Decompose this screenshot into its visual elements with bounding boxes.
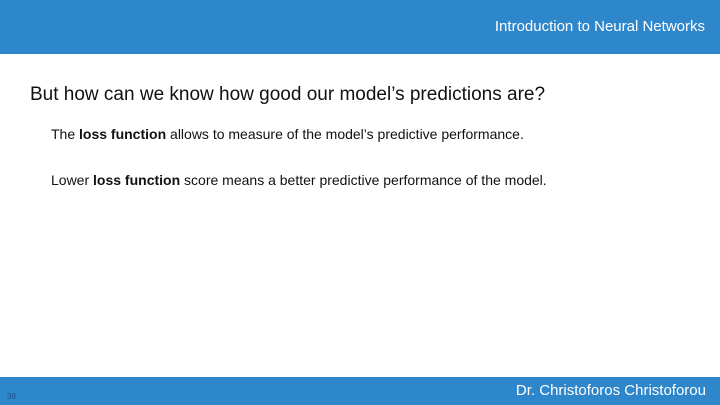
footer-bar: 36 Dr. Christoforos Christoforou (0, 377, 720, 405)
bullet-text: allows to measure of the model’s predict… (166, 126, 524, 142)
bullet-text: score means a better predictive performa… (180, 172, 547, 188)
bullet-emphasis: loss function (79, 126, 167, 142)
slide-heading: But how can we know how good our model’s… (30, 84, 546, 105)
header-bar: Introduction to Neural Networks (0, 0, 720, 54)
bullet-text: Lower (51, 172, 94, 188)
bullet-text: The (51, 126, 80, 142)
presentation-title: Introduction to Neural Networks (494, 18, 705, 35)
bullet-point: Lower loss function score means a better… (51, 172, 547, 188)
bullet-point: The loss function allows to measure of t… (51, 126, 524, 142)
bullet-emphasis: loss function (93, 172, 181, 188)
author-name: Dr. Christoforos Christoforou (515, 382, 706, 399)
slide-number: 36 (7, 392, 16, 401)
